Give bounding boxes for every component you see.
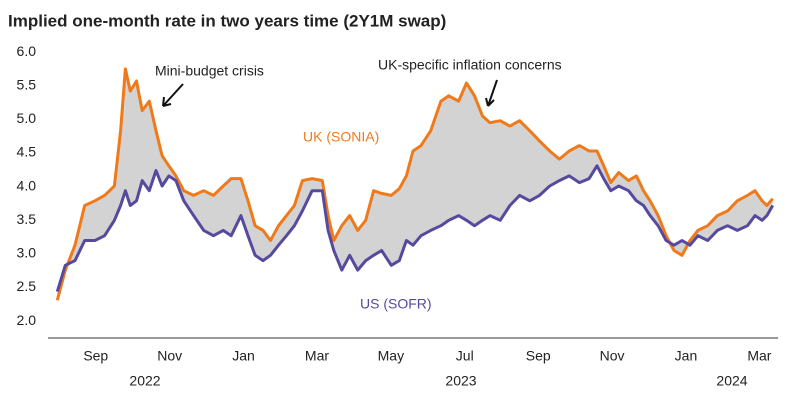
y-tick-label: 4.0 bbox=[17, 177, 37, 193]
plot-area bbox=[55, 67, 775, 301]
y-tick-label: 3.5 bbox=[17, 211, 37, 227]
y-tick-label: 6.0 bbox=[17, 43, 37, 59]
series-line bbox=[55, 67, 774, 301]
annotation-arrow bbox=[485, 79, 498, 107]
x-tick-label: Mar bbox=[305, 348, 329, 364]
x-tick-label: Jan bbox=[232, 348, 255, 364]
y-tick-label: 3.0 bbox=[17, 245, 37, 261]
y-tick-label: 5.5 bbox=[17, 76, 37, 92]
x-tick-label: Nov bbox=[157, 348, 182, 364]
year-label: 2022 bbox=[129, 373, 160, 389]
chart-title: Implied one-month rate in two years time… bbox=[8, 11, 446, 30]
y-tick-label: 2.5 bbox=[17, 278, 37, 294]
x-tick-label: Nov bbox=[600, 348, 625, 364]
series-line bbox=[55, 164, 775, 293]
series-label: US (SOFR) bbox=[360, 296, 432, 312]
year-label: 2023 bbox=[445, 373, 476, 389]
x-tick-label: Sep bbox=[83, 348, 108, 364]
x-tick-label: Sep bbox=[526, 348, 551, 364]
annotation-arrow bbox=[162, 83, 184, 107]
annotation: UK-specific inflation concerns bbox=[378, 57, 562, 73]
x-tick-label: Jul bbox=[456, 348, 474, 364]
y-tick-label: 2.0 bbox=[17, 312, 37, 328]
y-tick-label: 5.0 bbox=[17, 110, 37, 126]
y-tick-label: 4.5 bbox=[17, 144, 37, 160]
year-label: 2024 bbox=[716, 373, 747, 389]
series-label: UK (SONIA) bbox=[303, 129, 379, 145]
spread-area bbox=[57, 68, 773, 301]
x-tick-label: May bbox=[378, 348, 404, 364]
annotation: Mini-budget crisis bbox=[155, 63, 264, 79]
x-tick-label: Jan bbox=[675, 348, 698, 364]
x-tick-label: Mar bbox=[747, 348, 771, 364]
